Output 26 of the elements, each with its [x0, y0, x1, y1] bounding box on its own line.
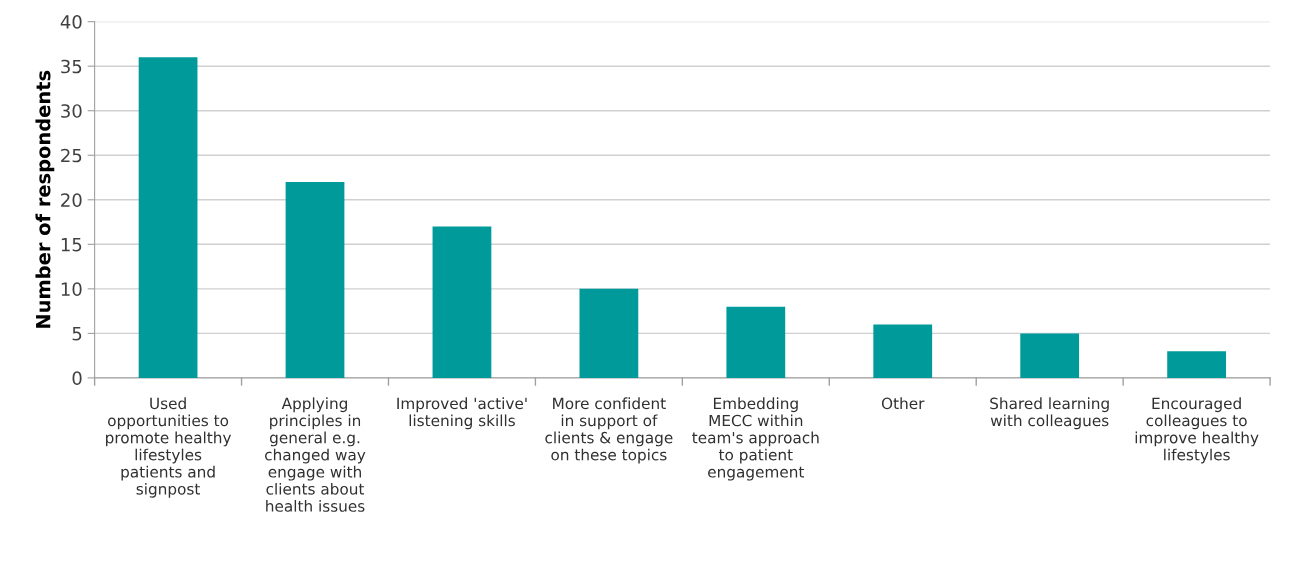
y-tick-label: 30 [61, 104, 82, 118]
y-tick-label: 15 [61, 238, 82, 252]
x-tick-label: Encouraged colleagues to improve healthy lifestyles [1135, 397, 1259, 464]
x-tick-label: More confident in support of clients & engage on these topics [545, 397, 673, 464]
bar [285, 181, 345, 378]
y-tick-label: 5 [72, 327, 82, 341]
y-tick-label: 20 [61, 193, 82, 207]
bar [873, 324, 933, 378]
bar [1020, 333, 1080, 378]
x-tick-label: Applying principles in general e.g. changed way engage with clients about health issues [265, 397, 366, 512]
bar [432, 226, 492, 378]
bar [726, 306, 786, 378]
x-tick-label: Used opportunities to promote healthy lifestyles patients and signpost [106, 397, 232, 498]
bar [138, 57, 198, 378]
y-tick-label: 0 [72, 371, 82, 386]
x-tick-label: Other [881, 397, 925, 410]
x-tick-label: Shared learning with colleagues [990, 397, 1109, 430]
y-tick-label: 35 [61, 59, 82, 74]
y-tick-label: 10 [61, 282, 82, 296]
bar [1167, 351, 1226, 378]
x-tick-label: Embedding MECC within team's approach to patient engagement [692, 397, 819, 481]
y-axis-title: Number of respondents [35, 70, 55, 328]
y-tick-label: 25 [61, 148, 82, 163]
x-tick-label: Improved 'active' listening skills [397, 397, 527, 430]
y-tick-label: 40 [60, 15, 82, 29]
bar [579, 288, 639, 378]
